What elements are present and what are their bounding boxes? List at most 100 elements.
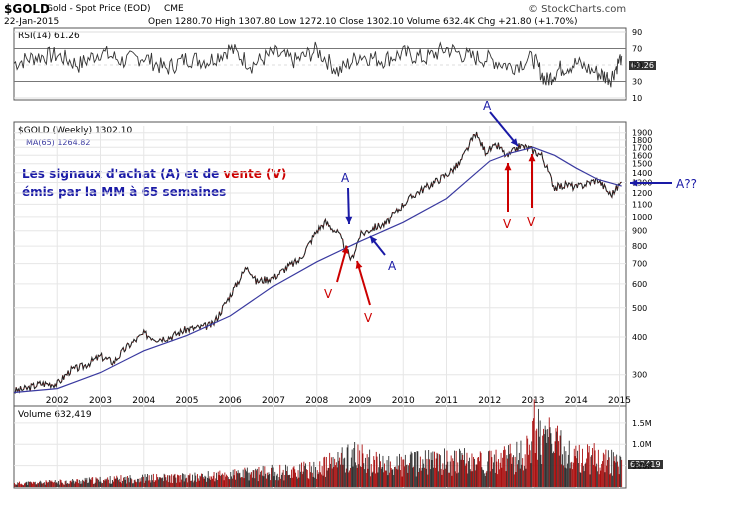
volume-bar [556,431,558,487]
volume-tick-label: 1.5M [632,419,652,428]
volume-bar [147,480,149,487]
volume-bar [493,462,494,487]
volume-bar [386,460,388,487]
volume-bar [23,485,24,487]
volume-bar [389,472,390,487]
volume-bar [429,469,431,487]
volume-bar [186,477,188,487]
x-tick-label: 2008 [305,396,328,406]
volume-bar [577,450,578,487]
volume-bar [277,480,279,487]
volume-bar [482,469,484,487]
volume-bar [204,475,206,487]
arrow-sell-2009-head [355,261,363,269]
volume-bar [430,452,432,487]
volume-bar [217,471,219,487]
x-tick-label: 2007 [262,396,285,406]
volume-bar [385,470,387,487]
volume-bar [242,469,244,487]
volume-bar [366,454,368,487]
volume-bar [364,469,366,487]
volume-bar [37,482,39,487]
volume-bar [205,476,207,487]
volume-bar [607,460,608,487]
volume-bar [14,483,15,487]
volume-bar [330,457,332,487]
volume-bar [345,468,347,487]
volume-bar [162,481,164,487]
volume-bar [67,483,69,487]
volume-bar [79,483,81,487]
volume-bar [112,480,113,487]
volume-bar [28,481,29,487]
volume-bar [439,454,440,487]
volume-bar [136,482,138,487]
volume-bar [610,473,612,487]
volume-bar [335,462,337,487]
volume-bar [74,481,76,487]
volume-bar [619,455,621,487]
volume-bar [311,472,313,487]
volume-bar [362,453,364,487]
rsi-tick-label: 30 [632,78,642,87]
volume-bar [435,458,437,487]
volume-bar [92,477,94,487]
volume-bar [31,482,33,487]
volume-bar [452,458,454,487]
volume-bar [481,467,483,487]
volume-bar [340,464,341,487]
volume-bar [103,480,104,487]
volume-bar [354,442,356,487]
volume-bar [301,474,303,487]
volume-bar [355,462,356,487]
volume-bar [496,461,498,487]
volume-bar [235,479,237,487]
volume-bar [380,468,382,487]
volume-bar [404,454,406,487]
annotation-label-sell: V [503,217,512,231]
volume-bar [227,477,229,487]
volume-bar [173,474,175,487]
volume-bar [514,456,516,487]
volume-bar [437,453,439,487]
volume-bar [305,469,307,487]
volume-bar [443,469,445,487]
ma-series-line [13,146,622,394]
volume-bar [597,471,598,487]
volume-bar [308,479,310,487]
price-tick-label: 900 [632,227,647,236]
volume-bar [511,463,513,487]
volume-bar [361,444,363,487]
volume-bar [203,478,205,487]
volume-bar [395,468,397,487]
volume-bar [185,478,187,487]
volume-bar [454,450,455,487]
volume-bar [14,484,16,487]
volume-bar [617,461,618,487]
volume-bar [188,475,190,487]
volume-bar [180,475,182,487]
volume-bar [561,464,563,487]
volume-bar [57,483,59,487]
rsi-panel-frame [13,27,627,101]
volume-bar [572,462,574,487]
volume-bar [113,476,115,487]
volume-bar [367,468,369,487]
volume-bar [192,482,194,487]
volume-bar [574,456,576,487]
volume-bar [563,465,564,487]
price-tick-label: 1900 [632,129,652,138]
volume-bar [190,480,192,487]
volume-bar [560,430,562,487]
volume-bar [152,473,154,487]
volume-bar [345,472,346,487]
arrow-sell-2012-head [504,163,512,171]
volume-bar [172,483,173,487]
volume-bar [72,479,74,487]
volume-bar [55,483,57,487]
volume-bar [116,475,118,487]
volume-bar [48,482,49,487]
volume-bar [444,448,445,487]
volume-bar [106,478,108,487]
volume-bar [537,459,539,487]
